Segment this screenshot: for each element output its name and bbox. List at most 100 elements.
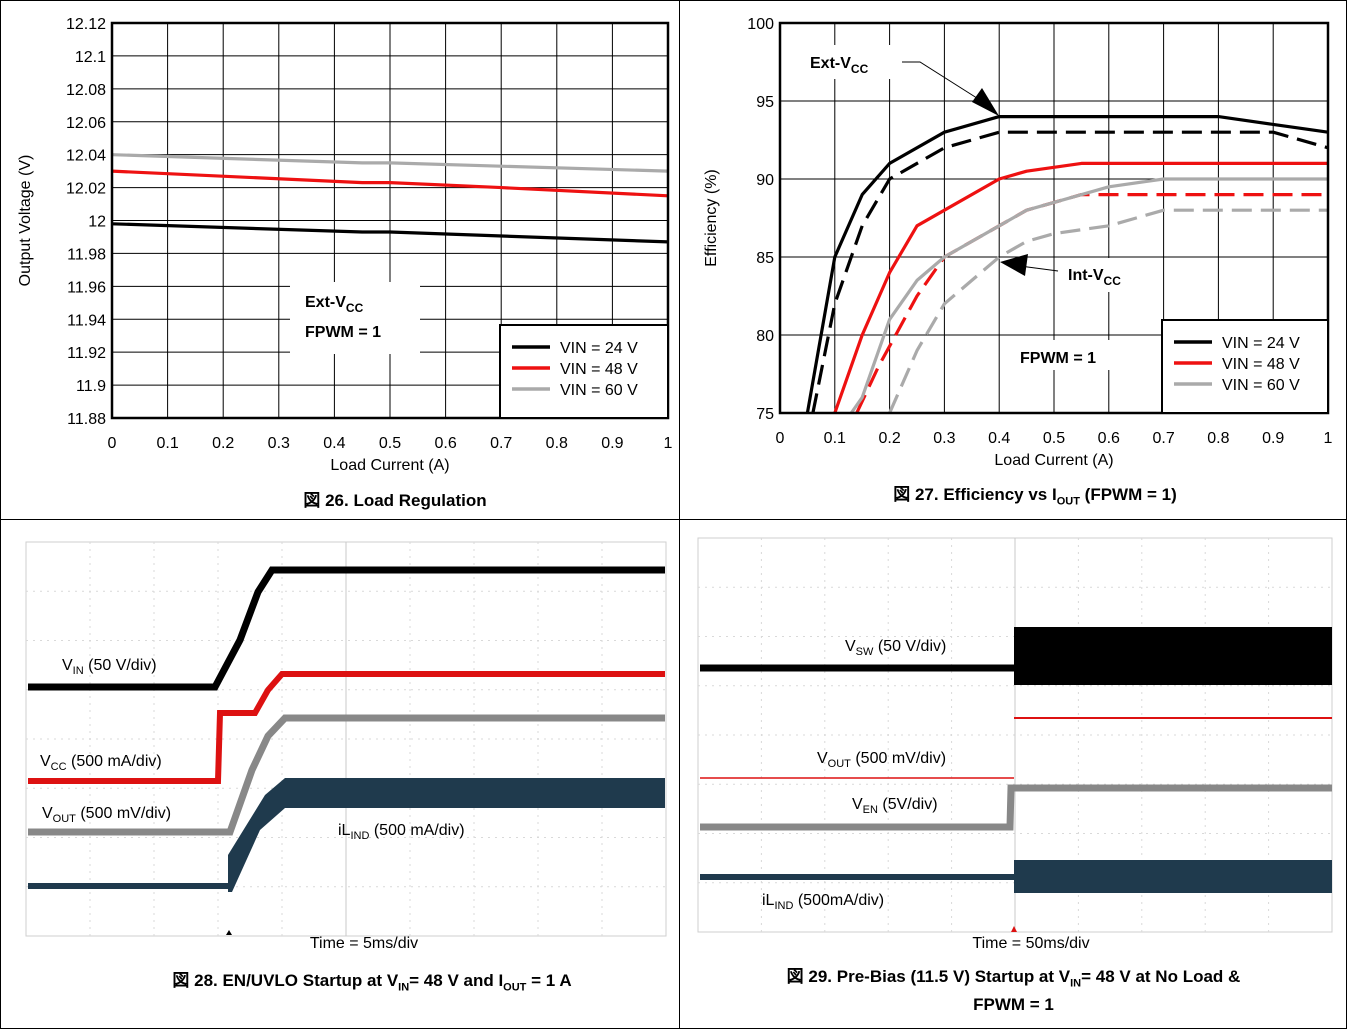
x-tick-label: 0.2 — [212, 435, 234, 452]
x-tick-label: 0.9 — [1262, 430, 1284, 447]
annotation-bg — [290, 282, 420, 354]
cell-divider-horizontal — [0, 519, 1347, 520]
scope-28-time-label: Time = 5ms/div — [309, 935, 419, 952]
y-tick-label: 80 — [756, 328, 774, 345]
y-tick-label: 95 — [756, 94, 774, 111]
label-vout: VOUT (500 mV/div) — [42, 805, 171, 825]
x-tick-label: 0.2 — [878, 430, 900, 447]
callout-leader — [1019, 265, 1059, 272]
y-tick-label: 11.94 — [67, 312, 106, 329]
legend-label: VIN = 48 V — [1222, 356, 1300, 373]
label-ilind: iLIND (500 mA/div) — [338, 822, 465, 842]
trigger-marker — [1011, 926, 1017, 932]
y-tick-label: 12.06 — [66, 115, 106, 132]
series-line — [888, 208, 1328, 414]
series-line — [811, 130, 1329, 414]
annotation-int-vcc: Int-VCC — [1068, 267, 1121, 288]
label-vin: VIN (50 V/div) — [62, 657, 157, 677]
x-tick-label: 0.6 — [434, 435, 456, 452]
figure-29-caption: 図 29. Pre-Bias (11.5 V) Startup at VIN= … — [786, 967, 1241, 1015]
prebias-scope-capture: VSW (50 V/div) VOUT (500 mV/div) VEN (5V/d… — [697, 537, 1333, 933]
series-line — [111, 169, 669, 198]
label-vout: VOUT (500 mV/div) — [817, 750, 946, 770]
startup-scope-capture: VIN (50 V/div) VCC (500 mA/div) VOUT (500 … — [25, 541, 667, 937]
x-tick-label: 0.5 — [1043, 430, 1065, 447]
y-tick-label: 85 — [756, 250, 774, 267]
scope-29-time-label: Time = 50ms/div — [972, 935, 1090, 952]
trace-ven — [700, 784, 1332, 831]
x-tick-label: 0.4 — [323, 435, 345, 452]
legend-label: VIN = 48 V — [560, 361, 638, 378]
series-line — [805, 114, 1329, 414]
y-tick-label: 75 — [756, 406, 774, 423]
callout-arrowhead — [1000, 254, 1028, 276]
y-tick-label: 11.92 — [67, 345, 106, 362]
x-axis-label: Load Current (A) — [330, 457, 449, 474]
series-line — [849, 177, 1328, 414]
annotation-bg — [1010, 340, 1130, 370]
x-tick-label: 1 — [664, 435, 673, 452]
x-tick-label: 1 — [1324, 430, 1333, 447]
x-axis-label: Load Current (A) — [994, 452, 1113, 469]
trace-vcc — [28, 671, 665, 784]
figure-28-caption: 図 28. EN/UVLO Startup at VIN= 48 V and I… — [172, 971, 572, 994]
cell-divider-vertical — [679, 0, 680, 1029]
x-tick-label: 0 — [776, 430, 785, 447]
trace-ilind-ripple — [228, 778, 665, 892]
legend-box — [1161, 319, 1329, 414]
y-tick-label: 12.12 — [66, 16, 106, 33]
series-line — [111, 222, 669, 244]
x-tick-label: 0.3 — [268, 435, 290, 452]
plot-frame — [110, 21, 670, 420]
x-tick-label: 0.1 — [156, 435, 178, 452]
x-tick-label: 0.3 — [933, 430, 955, 447]
cell-border-left — [0, 0, 1, 1029]
y-tick-label: 100 — [747, 16, 774, 33]
label-ilind: iLIND (500mA/div) — [762, 892, 884, 912]
x-tick-label: 0.5 — [379, 435, 401, 452]
x-tick-label: 0.9 — [601, 435, 623, 452]
annotation-ext-vcc: Ext-VCC — [305, 294, 364, 315]
annotation-fpwm: FPWM = 1 — [305, 324, 381, 341]
x-tick-label: 0.1 — [824, 430, 846, 447]
cell-border-top — [0, 0, 1347, 1]
figure-26-caption: 図 26. Load Regulation — [303, 491, 487, 510]
series-line — [833, 161, 1328, 414]
y-tick-label: 12.02 — [66, 181, 106, 198]
y-tick-label: 11.98 — [67, 246, 106, 263]
y-tick-label: 11.96 — [67, 279, 106, 296]
legend-label: VIN = 24 V — [560, 340, 638, 357]
legend-label: VIN = 60 V — [560, 382, 638, 399]
efficiency-chart: 0 0.1 0.2 0.3 0.4 0.5 0.6 0.7 0.8 0.9 1 75 80 85 90 95 1… — [703, 16, 1333, 469]
y-tick-label: 90 — [756, 172, 774, 189]
trace-ilind-switching — [1014, 860, 1332, 893]
x-tick-label: 0.7 — [490, 435, 512, 452]
load-regulation-chart: 0 0.1 0.2 0.3 0.4 0.5 0.6 0.7 0.8 0.9 1 11.88 11.9 11… — [17, 16, 673, 474]
annotation-ext-vcc: Ext-VCC — [810, 55, 869, 76]
y-tick-label: 12 — [88, 214, 106, 231]
y-tick-label: 12.08 — [66, 82, 106, 99]
callout-leader — [902, 61, 981, 101]
x-tick-label: 0.7 — [1152, 430, 1174, 447]
label-ven: VEN (5V/div) — [852, 796, 938, 816]
x-tick-label: 0.6 — [1098, 430, 1120, 447]
annotation-bg — [1058, 258, 1148, 292]
annotation-bg — [800, 45, 900, 79]
legend-label: VIN = 60 V — [1222, 377, 1300, 394]
y-tick-label: 11.88 — [67, 411, 106, 428]
trace-vin — [28, 566, 665, 691]
x-tick-label: 0 — [108, 435, 117, 452]
y-axis-label: Efficiency (%) — [703, 169, 720, 267]
callout-arrowhead — [972, 88, 999, 116]
y-tick-label: 12.1 — [75, 49, 106, 66]
label-vsw: VSW (50 V/div) — [845, 638, 946, 658]
x-tick-label: 0.8 — [1207, 430, 1229, 447]
x-tick-label: 0.4 — [988, 430, 1010, 447]
y-axis-label: Output Voltage (V) — [17, 155, 34, 287]
legend-label: VIN = 24 V — [1222, 335, 1300, 352]
y-tick-label: 11.9 — [76, 378, 106, 395]
series-line — [111, 153, 669, 173]
x-tick-label: 0.8 — [546, 435, 568, 452]
label-vcc: VCC (500 mA/div) — [40, 753, 162, 773]
plot-frame — [778, 21, 1330, 415]
